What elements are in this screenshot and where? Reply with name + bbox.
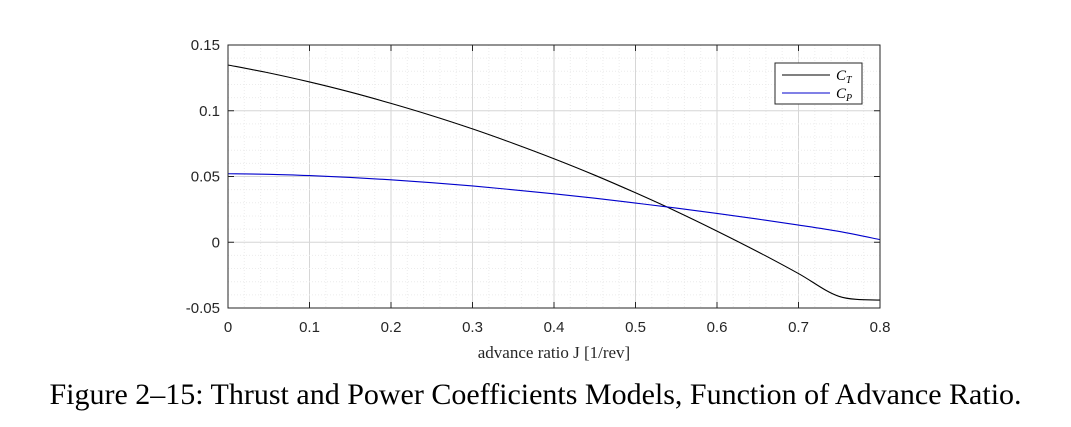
y-tick-label: 0.1 (199, 103, 220, 120)
y-tick-label: -0.05 (186, 300, 220, 317)
x-tick-label: 0.5 (625, 319, 646, 336)
y-tick-label: 0.05 (191, 169, 220, 186)
y-tick-labels: -0.05 0 0.05 0.1 0.15 (186, 37, 220, 317)
x-tick-label: 0.8 (870, 319, 891, 336)
series-line-ct (227, 64, 881, 301)
x-tick-label: 0.6 (707, 319, 728, 336)
x-tick-label: 0.1 (299, 319, 320, 336)
x-tick-label: 0.3 (462, 319, 483, 336)
y-tick-label: 0 (212, 234, 220, 251)
x-tick-label: 0 (224, 319, 232, 336)
x-tick-label: 0.2 (381, 319, 402, 336)
legend-box (774, 62, 863, 105)
x-tick-label: 0.4 (544, 319, 565, 336)
x-tick-labels: 0 0.1 0.2 0.3 0.4 0.5 0.6 0.7 0.8 (224, 319, 891, 336)
y-tick-label: 0.15 (191, 37, 220, 54)
figure-caption: Figure 2–15: Thrust and Power Coefficien… (49, 378, 1022, 411)
x-tick-label: 0.7 (788, 319, 809, 336)
series-lines (227, 64, 881, 301)
chart: 0 0.1 0.2 0.3 0.4 0.5 0.6 0.7 0.8 -0.0500.050.10… (186, 37, 891, 362)
axis-ticks (227, 44, 881, 309)
legend: CT CP (774, 62, 863, 105)
series-line-cp (227, 173, 881, 241)
x-axis-label: advance ratio J [1/rev] (478, 343, 630, 362)
